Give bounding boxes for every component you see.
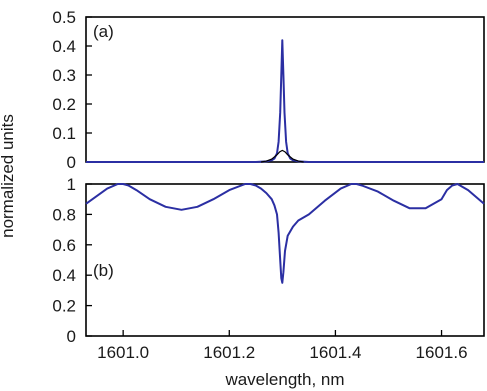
panel-a-series-line-2 xyxy=(260,149,304,163)
y-tick-label: 0.2 xyxy=(52,95,76,114)
y-tick-label: 0.2 xyxy=(52,297,76,316)
y-tick-label: 0.1 xyxy=(52,124,76,143)
y-tick-label: 0.4 xyxy=(52,37,76,56)
panel-a-series-line-1 xyxy=(86,39,484,163)
y-tick-label: 0.3 xyxy=(52,66,76,85)
x-tick-label: 1601.0 xyxy=(97,343,149,362)
y-axis-title: normalized units xyxy=(0,114,17,238)
y-tick-label: 1 xyxy=(67,175,76,194)
x-tick-label: 1601.4 xyxy=(309,343,361,362)
panel-b: 00.20.40.60.81 1601.0 1601.2 1601.4 1601.6 … xyxy=(52,175,485,362)
panel-a-frame xyxy=(85,16,485,163)
x-tick-label: 1601.6 xyxy=(416,343,468,362)
panel-a-y-ticks: 0 0.1 0.2 0.3 0.4 0.5 xyxy=(52,8,92,172)
panel-b-y-ticks: 0 0.2 0.4 0.6 0.8 1 xyxy=(52,175,92,346)
y-tick-label: 0.5 xyxy=(52,8,76,27)
panel-a-series xyxy=(86,39,484,163)
y-tick-label: 0.6 xyxy=(52,236,76,255)
x-axis-title: wavelength, nm xyxy=(224,370,344,389)
y-tick-label: 0 xyxy=(67,327,76,346)
panel-b-x-ticks: 1601.0 1601.2 1601.4 1601.6 xyxy=(97,330,468,362)
panel-b-series xyxy=(85,183,485,284)
x-tick-label: 1601.2 xyxy=(203,343,255,362)
panel-b-label: (b) xyxy=(93,261,114,280)
panel-b-series-line-1 xyxy=(85,183,485,284)
y-tick-label: 0.8 xyxy=(52,205,76,224)
y-tick-label: 0 xyxy=(67,153,76,172)
panel-a: 0 0.1 0.2 0.3 0.4 0.5 (a) xyxy=(52,8,485,172)
panel-b-frame xyxy=(85,183,485,337)
panel-a-label: (a) xyxy=(93,22,114,41)
y-tick-label: 0.4 xyxy=(52,266,76,285)
